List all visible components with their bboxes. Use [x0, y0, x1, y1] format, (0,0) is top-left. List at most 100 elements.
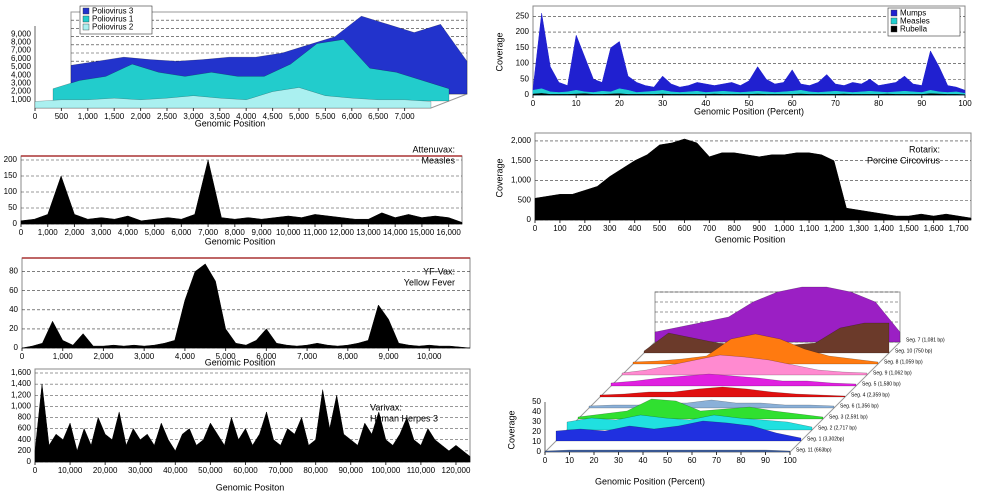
legend-swatch [890, 9, 898, 17]
y-tick-label: 40 [532, 407, 541, 416]
x-tick-label: 6,500 [368, 112, 389, 121]
x-tick-label: 10 [565, 456, 574, 465]
x-tick-label: 15,000 [410, 228, 435, 237]
y-tick-label: 1,000 [511, 176, 532, 185]
coverage-area [20, 159, 463, 225]
y-tick-label: 500 [518, 195, 532, 204]
x-tick-label: 10,000 [58, 466, 83, 475]
series-label: Seg. 10 (750 bp) [895, 348, 933, 354]
series-label: Seg. 4 (2,359 bp) [851, 392, 890, 398]
x-tick-label: 40 [701, 99, 710, 108]
y-tick-label: 800 [18, 413, 32, 422]
x-tick-label: 2,000 [131, 112, 152, 121]
y-tick-label: 1,600 [11, 368, 32, 377]
coverage-area [532, 93, 966, 96]
coverage-area [588, 399, 835, 409]
series-label: Seg. 5 (1,580 bp) [862, 381, 901, 387]
x-tick-label: 100 [958, 99, 972, 108]
series-label: Seg. 1 (3,302bp) [807, 436, 845, 442]
x-tick-label: 1,500 [899, 224, 920, 233]
x-tick-label: 8,000 [338, 352, 359, 361]
y-tick-label: 40 [9, 305, 18, 314]
x-tick-label: 500 [653, 224, 667, 233]
y-tick-label: 100 [516, 59, 530, 68]
x-tick-label: 0 [531, 99, 536, 108]
y-tick-label: 8,000 [11, 38, 32, 47]
y-tick-label: 1,000 [11, 401, 32, 410]
x-tick-label: 3,000 [183, 112, 204, 121]
y-tick-label: 250 [516, 11, 530, 20]
y-tick-label: 1,200 [11, 390, 32, 399]
annotation: Measles [421, 155, 455, 165]
x-tick-label: 30 [614, 456, 623, 465]
y-tick-label: 2,000 [11, 87, 32, 96]
y-tick-label: 20 [9, 324, 18, 333]
x-tick-label: 7,000 [395, 112, 416, 121]
y-tick-label: 4,000 [11, 70, 32, 79]
x-tick-label: 60 [688, 456, 697, 465]
x-tick-label: 50 [745, 99, 754, 108]
plot-frame [20, 155, 463, 225]
x-tick-label: 900 [753, 224, 767, 233]
y-tick-label: 5,000 [11, 62, 32, 71]
legend-box [79, 5, 153, 35]
x-tick-label: 7,000 [198, 228, 219, 237]
x-tick-label: 30 [658, 99, 667, 108]
x-tick-label: 1,700 [949, 224, 970, 233]
x-tick-label: 9,000 [252, 228, 273, 237]
x-tick-label: 6,000 [342, 112, 363, 121]
x-tick-label: 13,000 [356, 228, 381, 237]
x-tick-label: 10 [572, 99, 581, 108]
series-label: Seg. 6 (1,356 bp) [840, 403, 879, 409]
x-tick-label: 4,000 [118, 228, 139, 237]
annotation: Varivax: [370, 402, 402, 412]
x-tick-label: 80,000 [303, 466, 328, 475]
annotation: YF-Vax: [423, 266, 455, 276]
series-label: Seg. 8 (1,059 bp) [884, 359, 923, 365]
coverage-area [555, 420, 802, 442]
y-axis-label: Coverage [494, 32, 504, 71]
coverage-area [532, 13, 966, 96]
x-tick-label: 2,000 [93, 352, 114, 361]
y-tick-label: 0 [525, 90, 530, 99]
legend-swatch [82, 23, 90, 31]
x-tick-label: 1,000 [53, 352, 74, 361]
x-axis-label: Genomic Position [205, 357, 276, 367]
y-tick-label: 50 [520, 74, 529, 83]
y-tick-label: 200 [4, 155, 18, 164]
x-tick-label: 1,200 [824, 224, 845, 233]
x-tick-label: 100,000 [371, 466, 400, 475]
x-tick-label: 0 [20, 352, 25, 361]
y-tick-label: 2,000 [511, 136, 532, 145]
x-tick-label: 3,000 [91, 228, 112, 237]
x-tick-label: 400 [628, 224, 642, 233]
legend-label: Rubella [900, 25, 928, 34]
y-tick-label: 0 [527, 215, 532, 224]
x-tick-label: 60 [788, 99, 797, 108]
x-tick-label: 4,000 [236, 112, 257, 121]
x-tick-label: 1,000 [38, 228, 59, 237]
y-tick-label: 1,400 [11, 379, 32, 388]
y-tick-label: 0 [27, 457, 32, 466]
annotation: Yellow Fever [404, 277, 455, 287]
coverage-area [610, 373, 857, 387]
x-tick-label: 5,000 [145, 228, 166, 237]
y-tick-label: 400 [18, 435, 32, 444]
x-tick-label: 0 [33, 466, 38, 475]
series-label: Seg. 3 (2,591 bp) [829, 414, 868, 420]
coverage-area [654, 286, 901, 343]
x-tick-label: 50,000 [198, 466, 223, 475]
x-tick-label: 50 [663, 456, 672, 465]
y-tick-label: 50 [8, 203, 17, 212]
y-tick-label: 0 [14, 343, 19, 352]
x-tick-label: 6,000 [171, 228, 192, 237]
x-tick-label: 6,000 [256, 352, 277, 361]
x-tick-label: 5,000 [216, 352, 237, 361]
y-tick-label: 100 [4, 187, 18, 196]
annotation: Attenuvax: [412, 144, 455, 154]
x-tick-label: 14,000 [383, 228, 408, 237]
x-axis-label: Genomic Position [205, 236, 276, 246]
x-tick-label: 2,000 [64, 228, 85, 237]
